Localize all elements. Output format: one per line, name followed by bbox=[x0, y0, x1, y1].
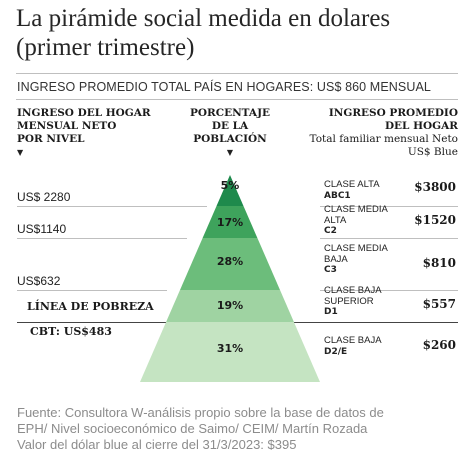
threshold-label-3: US$632 bbox=[17, 274, 61, 288]
source-line-2: EPH/ Nivel socioeconómico de Saimo/ CEIM… bbox=[17, 421, 368, 436]
level-divider-2 bbox=[320, 238, 458, 239]
source-note: Fuente: Consultora W-análisis propio sob… bbox=[17, 405, 467, 453]
level-divider-3 bbox=[320, 290, 458, 291]
threshold-line-2 bbox=[17, 238, 187, 239]
pyramid-band-3 bbox=[180, 238, 280, 290]
level-income-1: $3800 bbox=[414, 180, 456, 194]
level-class-line: CLASE ALTA bbox=[324, 179, 380, 190]
middle-arrow-down-icon: ▼ bbox=[226, 147, 234, 157]
middle-header-line-2: DE LA bbox=[211, 120, 249, 132]
level-class-line: CLASE BAJA bbox=[324, 335, 382, 346]
level-class-line: CLASE MEDIA bbox=[324, 243, 388, 254]
level-class-line: CLASE BAJA bbox=[324, 285, 382, 296]
source-line-1: Fuente: Consultora W-análisis propio sob… bbox=[17, 405, 384, 420]
left-header-line-2: MENSUAL NETO bbox=[17, 120, 117, 132]
left-column-header: INGRESO DEL HOGAR MENSUAL NETO POR NIVEL… bbox=[17, 107, 151, 159]
level-class-line: CLASE MEDIA bbox=[324, 204, 388, 215]
level-class-line: ALTA bbox=[324, 214, 347, 226]
left-arrow-down-icon: ▼ bbox=[17, 147, 24, 157]
level-class-label-4: CLASE BAJA SUPERIOR D1 bbox=[324, 285, 382, 318]
pyramid-band-4 bbox=[166, 290, 294, 322]
chart-subtitle: INGRESO PROMEDIO TOTAL PAÍS EN HOGARES: … bbox=[17, 80, 431, 94]
level-code: C3 bbox=[324, 265, 337, 275]
right-header-line-1: INGRESO PROMEDIO bbox=[328, 107, 458, 119]
level-income-4: $557 bbox=[422, 297, 456, 311]
left-header-line-3: POR NIVEL bbox=[17, 133, 85, 145]
level-income-2: $1520 bbox=[414, 213, 456, 227]
right-header-line-2: DEL HOGAR bbox=[384, 120, 458, 132]
level-code: D2/E bbox=[324, 346, 348, 357]
threshold-line-3 bbox=[17, 290, 167, 291]
source-line-3: Valor del dólar blue al cierre del 31/3/… bbox=[17, 437, 297, 452]
poverty-line-label: LÍNEA DE POBREZA bbox=[27, 300, 154, 313]
page-title: La pirámide social medida en dolares (pr… bbox=[16, 5, 391, 61]
level-income-3: $810 bbox=[422, 256, 456, 270]
level-code: C2 bbox=[324, 226, 337, 236]
middle-header-line-1: PORCENTAJE bbox=[189, 107, 271, 119]
level-class-label-5: CLASE BAJA D2/E bbox=[324, 335, 382, 357]
threshold-label-2: US$1140 bbox=[17, 222, 67, 236]
pyramid-chart: 5%17%28%19%31% bbox=[140, 175, 320, 382]
level-class-label-2: CLASE MEDIA ALTA C2 bbox=[324, 204, 388, 237]
pyramid-band-1 bbox=[216, 175, 244, 206]
subtitle-divider bbox=[16, 99, 458, 100]
level-class-label-3: CLASE MEDIA BAJA C3 bbox=[324, 243, 388, 276]
level-divider-1 bbox=[320, 206, 458, 207]
threshold-label-1: US$ 2280 bbox=[17, 190, 71, 204]
pyramid-band-2 bbox=[202, 206, 258, 238]
threshold-line-1 bbox=[17, 206, 207, 207]
right-header-sub-2: US$ Blue bbox=[407, 146, 458, 158]
level-class-line: BAJA bbox=[324, 253, 348, 265]
level-class-line: SUPERIOR bbox=[324, 295, 374, 307]
middle-column-header: PORCENTAJE DE LA POBLACIÓN ▼ bbox=[180, 107, 280, 159]
left-header-line-1: INGRESO DEL HOGAR bbox=[17, 107, 151, 119]
right-header-sub-1: Total familiar mensual Neto bbox=[309, 133, 458, 145]
level-class-label-1: CLASE ALTA ABC1 bbox=[324, 179, 380, 201]
level-code: D1 bbox=[324, 307, 338, 317]
middle-header-line-3: POBLACIÓN bbox=[193, 133, 267, 145]
right-column-header: INGRESO PROMEDIO DEL HOGAR Total familia… bbox=[255, 107, 458, 159]
title-divider bbox=[16, 73, 458, 74]
level-code: ABC1 bbox=[324, 190, 351, 201]
cbt-label: CBT: US$483 bbox=[30, 325, 112, 338]
pyramid-band-5 bbox=[140, 322, 320, 382]
level-income-5: $260 bbox=[422, 338, 456, 352]
